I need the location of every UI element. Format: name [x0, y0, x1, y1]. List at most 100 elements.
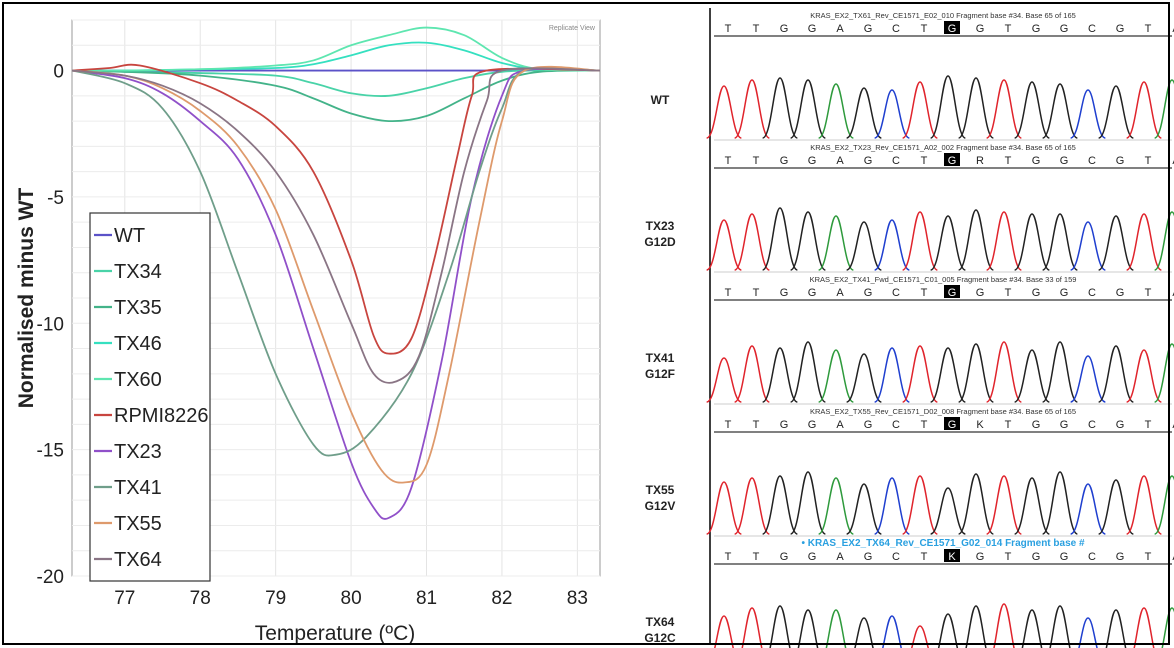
trace-peak	[1049, 605, 1071, 648]
base-call: R	[976, 155, 984, 167]
trace-peak	[706, 85, 742, 139]
trace-peak	[1070, 89, 1106, 139]
base-call: G	[948, 23, 957, 35]
trace-peak	[1161, 607, 1174, 648]
series-group	[71, 26, 601, 520]
base-call: G	[780, 419, 789, 431]
base-call: G	[780, 155, 789, 167]
y-axis-title: Normalised minus WT	[15, 188, 38, 409]
read-header: KRAS_EX2_TX41_Fwd_CE1571_C01_005 Fragmen…	[810, 275, 1077, 284]
trace-peak	[1041, 341, 1079, 403]
trace-peak	[769, 605, 791, 648]
base-call: C	[892, 23, 900, 35]
base-call: T	[725, 551, 732, 563]
base-call: T	[1005, 23, 1012, 35]
trace-peak	[930, 347, 966, 403]
base-call: G	[1032, 419, 1041, 431]
trace-peak	[1014, 81, 1050, 139]
series-line-tx34	[71, 69, 601, 97]
trace-peak	[902, 211, 938, 271]
trace-peak	[846, 353, 882, 403]
trace-peak	[789, 471, 827, 535]
trace-peak	[1014, 213, 1050, 271]
x-tick-label: 77	[114, 588, 135, 609]
x-tick-label: 81	[416, 588, 437, 609]
base-call: G	[1060, 419, 1069, 431]
base-call: G	[1060, 23, 1069, 35]
base-call: C	[1088, 551, 1096, 563]
base-call: G	[1060, 155, 1069, 167]
sample-label: TX23	[646, 219, 675, 233]
trace-peak	[797, 609, 819, 648]
chromatogram-panel: TX64 G12C • KRAS_EX2_TX64_Rev_CE1571_G02_0…	[644, 535, 1174, 648]
base-call: C	[892, 155, 900, 167]
highlight-base-box	[944, 417, 960, 430]
base-call: C	[1088, 155, 1096, 167]
trace-peak	[957, 209, 995, 271]
base-call: A	[836, 287, 844, 299]
read-header: KRAS_EX2_TX55_Rev_CE1571_D02_008 Fragmen…	[810, 407, 1076, 416]
sample-label: G12V	[645, 499, 676, 513]
chromatogram-panel: TX41 G12F KRAS_EX2_TX41_Fwd_CE1571_C01_005…	[645, 271, 1174, 403]
highlight-base-box	[944, 21, 960, 34]
base-call: C	[892, 287, 900, 299]
trace-peak	[937, 613, 959, 648]
sample-label: TX64	[646, 615, 675, 629]
series-line-tx41	[71, 66, 601, 457]
trace-peak	[1154, 475, 1174, 535]
base-call: T	[1005, 287, 1012, 299]
legend-label: TX41	[114, 477, 162, 499]
trace-peak	[706, 481, 742, 535]
trace-peak	[734, 345, 770, 403]
series-line-tx64	[71, 67, 601, 384]
trace-peak	[930, 487, 966, 535]
x-tick-labels: 77 78 79 80 81 82 83	[114, 588, 588, 609]
trace-peak	[902, 345, 938, 403]
trace-peak	[957, 77, 995, 139]
trace-peak	[986, 79, 1022, 139]
trace-peak	[1126, 213, 1162, 271]
base-call: T	[921, 155, 928, 167]
trace-peak	[874, 477, 910, 535]
base-call: T	[1145, 551, 1152, 563]
chromatogram-panels: WT KRAS_EX2_TX61_Rev_CE1571_E02_010 Fragm…	[644, 8, 1174, 648]
trace-peak	[1070, 355, 1106, 403]
base-call: T	[725, 155, 732, 167]
read-header: • KRAS_EX2_TX64_Rev_CE1571_G02_014 Fragm…	[801, 538, 1085, 549]
sample-label: G12D	[644, 235, 676, 249]
trace-peak	[1042, 213, 1078, 271]
trace-peak	[741, 607, 763, 648]
base-call: C	[1088, 23, 1096, 35]
trace-peak	[762, 347, 798, 403]
sample-label: TX41	[646, 351, 675, 365]
series-line-tx55	[71, 65, 601, 484]
base-call: T	[1005, 419, 1012, 431]
base-call: G	[808, 155, 817, 167]
base-call: G	[780, 551, 789, 563]
trace-peak	[706, 219, 742, 271]
trace-peak	[1126, 475, 1162, 535]
highlight-base-box	[944, 549, 960, 562]
x-tick-label: 82	[491, 588, 512, 609]
base-call: G	[808, 551, 817, 563]
trace-peak	[734, 79, 770, 139]
trace-peak	[734, 213, 770, 271]
trace-peak	[818, 83, 854, 139]
base-call: G	[864, 155, 873, 167]
x-axis-title: Temperature (ºC)	[255, 622, 416, 645]
base-call: G	[1032, 287, 1041, 299]
y-tick-label: -5	[47, 188, 64, 209]
base-call: G	[948, 155, 957, 167]
trace-peak	[818, 215, 854, 271]
chromatogram-panel: WT KRAS_EX2_TX61_Rev_CE1571_E02_010 Fragm…	[651, 11, 1174, 139]
base-call: A	[836, 23, 844, 35]
trace-peak	[790, 79, 826, 139]
melt-curve-chart: Replicate View 0 -5 -10 -15 -20 77 78 79 80 81 82…	[15, 19, 601, 645]
trace-peak	[957, 473, 995, 535]
legend-label: WT	[114, 225, 145, 247]
legend-label: TX35	[114, 297, 162, 319]
legend: WT TX34 TX35 TX46 TX60 RPMI8226 TX23 TX41 TX55 TX…	[89, 212, 211, 582]
highlight-base-box	[944, 153, 960, 166]
x-tick-label: 80	[341, 588, 362, 609]
trace-peak	[846, 87, 882, 139]
